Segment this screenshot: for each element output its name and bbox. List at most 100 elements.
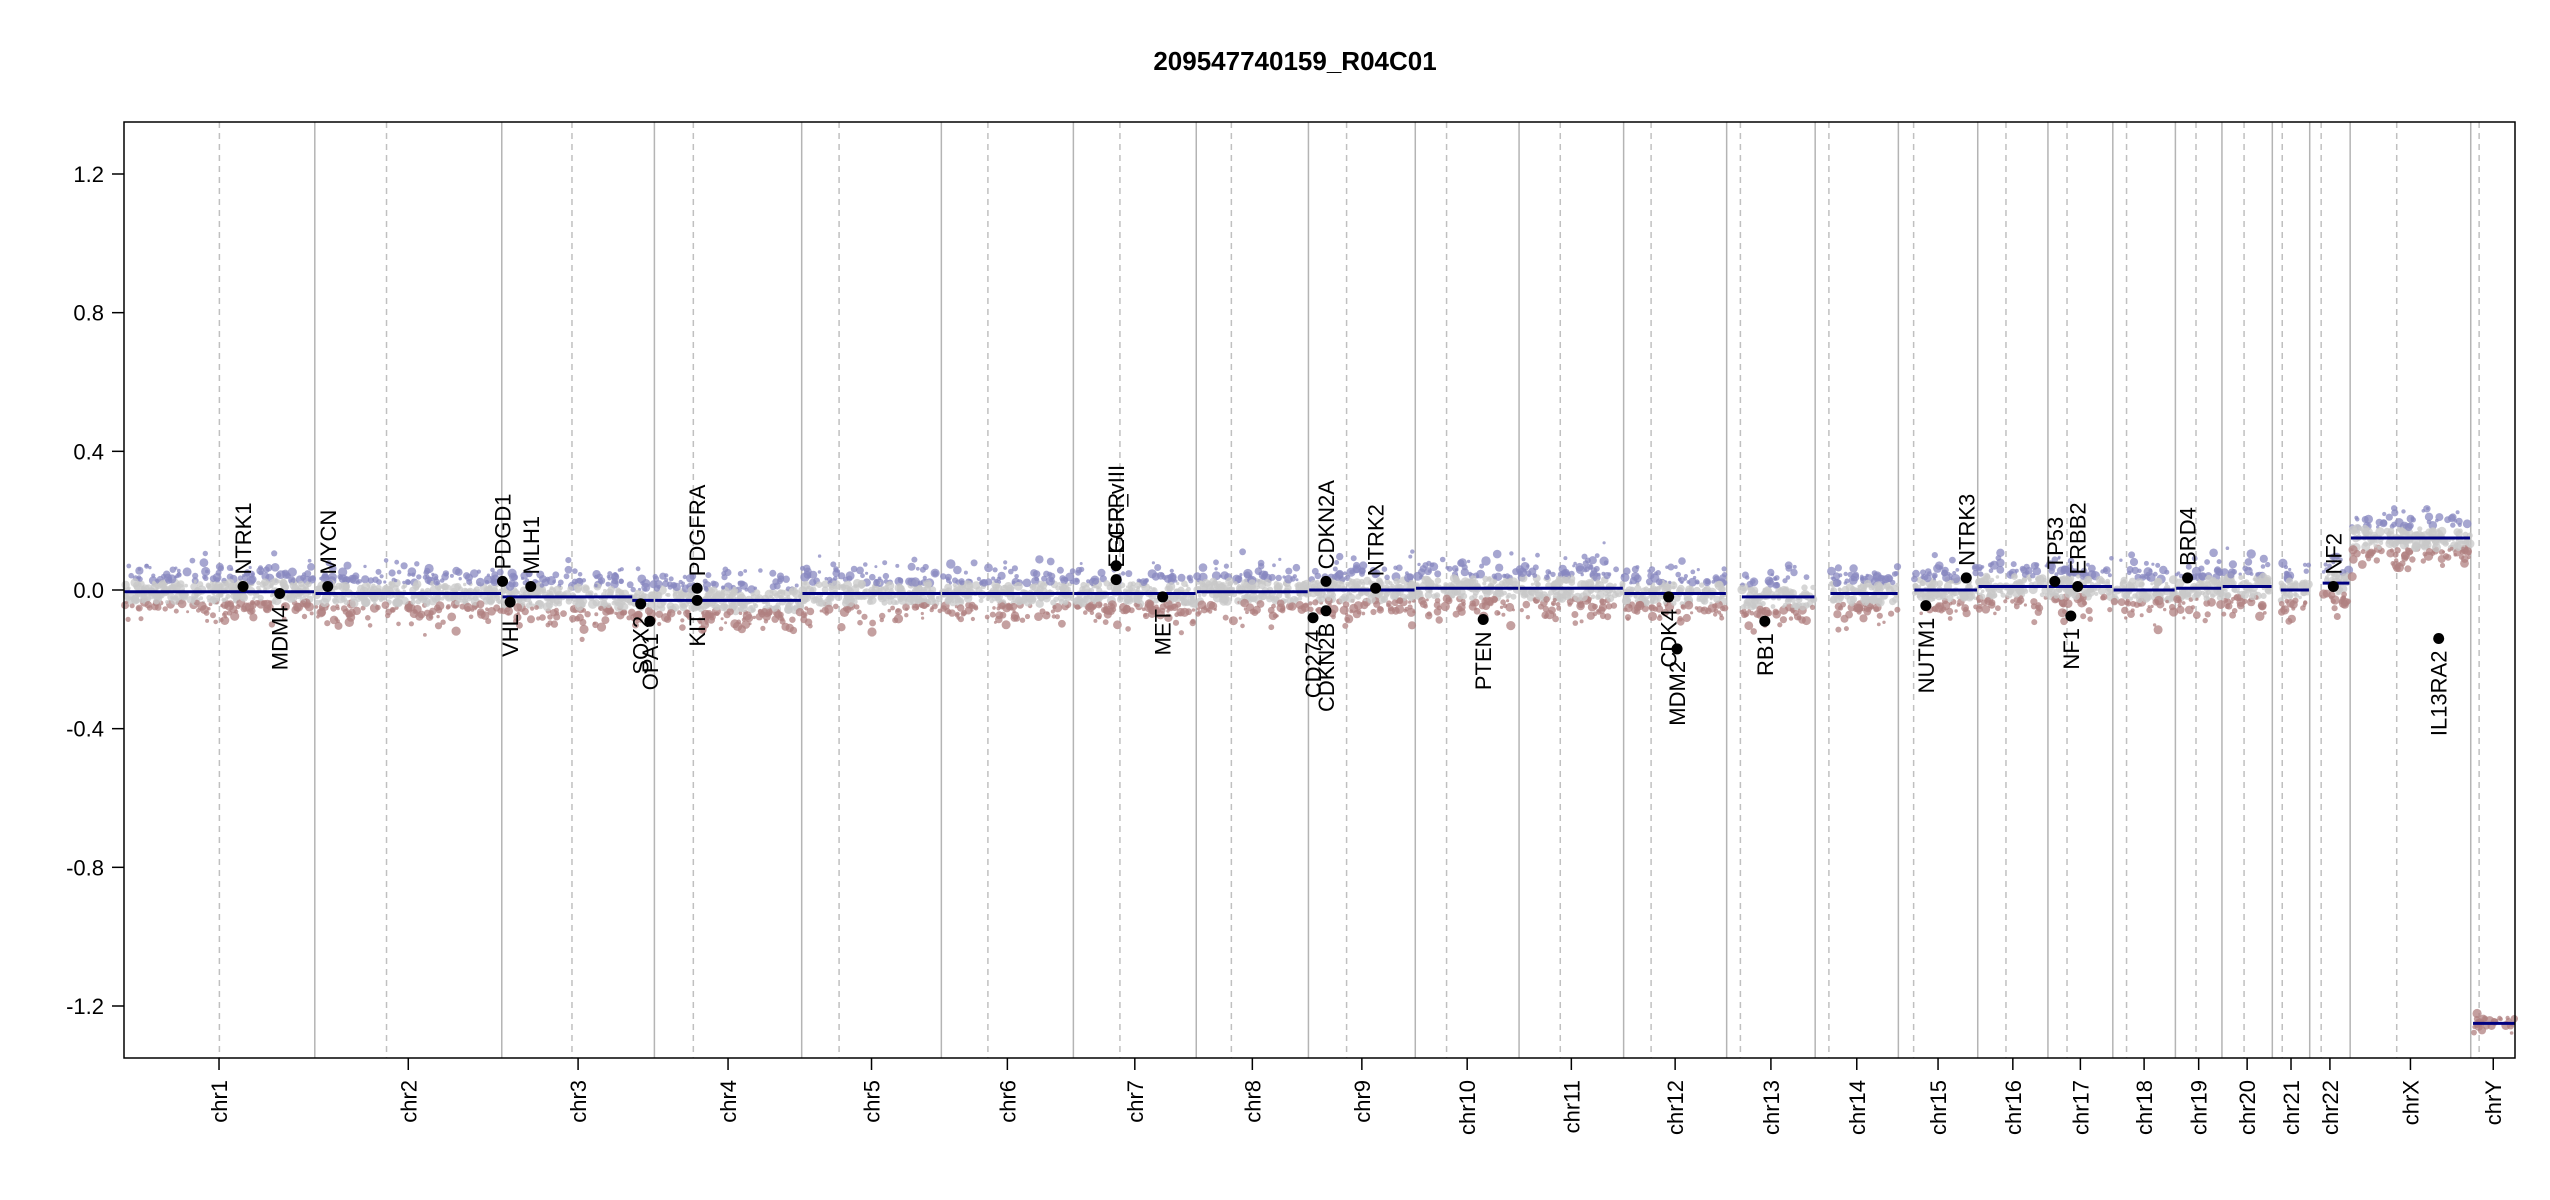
probe-point — [2218, 576, 2228, 586]
probe-point — [1103, 607, 1111, 615]
y-tick-label: 0.0 — [73, 578, 104, 603]
probe-point — [1606, 594, 1615, 603]
probe-point — [1827, 566, 1836, 576]
probe-point — [1172, 619, 1180, 626]
probe-point — [290, 582, 294, 586]
probe-point — [2107, 607, 2113, 613]
probe-point — [2123, 580, 2127, 584]
probe-point — [151, 581, 157, 587]
probe-point — [536, 616, 541, 621]
probe-point — [1788, 616, 1794, 621]
chromosome-label: chr4 — [716, 1080, 741, 1123]
probe-point — [1512, 608, 1515, 612]
probe-point — [2031, 619, 2038, 626]
probe-point — [1782, 578, 1788, 584]
probe-point — [1201, 585, 1208, 592]
probe-point — [1285, 594, 1289, 599]
probe-point — [741, 617, 746, 622]
probe-point — [1888, 610, 1895, 617]
probe-point — [521, 607, 529, 616]
probe-point — [1760, 600, 1766, 607]
probe-point — [195, 586, 200, 592]
chromosome-label: chr2 — [396, 1080, 421, 1123]
probe-point — [904, 613, 909, 618]
probe-point — [144, 563, 149, 568]
gene-label: EGFR_vIII — [1104, 465, 1129, 568]
probe-point — [738, 606, 744, 612]
probe-point — [1683, 577, 1687, 581]
probe-point — [1469, 595, 1475, 601]
probe-point — [549, 586, 554, 591]
probe-point — [1381, 566, 1388, 572]
probe-point — [1688, 585, 1693, 590]
probe-point — [1272, 613, 1278, 619]
probe-point — [841, 600, 849, 607]
probe-point — [1604, 613, 1612, 621]
probe-point — [907, 562, 916, 571]
probe-point — [1046, 557, 1055, 566]
probe-point — [369, 603, 380, 613]
probe-point — [1877, 574, 1885, 582]
probe-point — [1297, 596, 1303, 601]
probe-point — [1004, 582, 1013, 591]
probe-point — [1584, 566, 1590, 572]
probe-point — [1863, 607, 1872, 616]
probe-point — [616, 611, 625, 620]
probe-point — [1979, 593, 1986, 600]
probe-point — [1415, 590, 1421, 596]
probe-point — [1280, 605, 1286, 612]
probe-point — [738, 611, 743, 615]
probe-point — [920, 602, 928, 609]
chromosome-label: chr14 — [1845, 1080, 1870, 1135]
probe-point — [1543, 596, 1550, 603]
probe-point — [385, 608, 393, 616]
probe-point — [1654, 571, 1658, 576]
probe-point — [1772, 608, 1779, 616]
probe-point — [237, 575, 243, 581]
probe-point — [1237, 575, 1243, 581]
probe-point — [1048, 589, 1052, 593]
probe-point — [831, 580, 841, 590]
probe-point — [1722, 572, 1728, 578]
probe-point — [2304, 580, 2313, 589]
probe-point — [856, 609, 862, 615]
probe-point — [602, 608, 610, 616]
probe-point — [1308, 606, 1314, 613]
probe-point — [703, 616, 709, 623]
probe-point — [181, 594, 188, 601]
probe-point — [1228, 616, 1238, 626]
probe-point — [1332, 566, 1338, 572]
probe-point — [2102, 566, 2111, 575]
probe-point — [2437, 526, 2447, 536]
probe-point — [226, 573, 234, 581]
probe-point — [381, 601, 390, 609]
probe-point — [1041, 575, 1048, 582]
probe-point — [1635, 565, 1640, 570]
probe-point — [594, 612, 599, 617]
probe-point — [1661, 608, 1669, 617]
probe-point — [1920, 569, 1926, 576]
probe-point — [867, 627, 877, 637]
probe-point — [2509, 1031, 2514, 1035]
probe-point — [1506, 592, 1512, 598]
probe-point — [1744, 621, 1754, 631]
probe-point — [207, 598, 212, 603]
probe-point — [151, 602, 159, 611]
probe-point — [1292, 563, 1301, 572]
gene-label: VHL — [498, 614, 523, 657]
probe-point — [653, 585, 661, 592]
probe-point — [144, 601, 152, 609]
probe-point — [679, 624, 686, 631]
probe-point — [1122, 608, 1129, 615]
probe-point — [475, 577, 485, 587]
probe-point — [2022, 587, 2028, 593]
probe-point — [261, 572, 270, 581]
probe-point — [930, 568, 940, 578]
probe-point — [2151, 562, 2155, 566]
probe-point — [953, 585, 961, 593]
probe-point — [221, 597, 226, 603]
probe-point — [226, 564, 233, 572]
probe-point — [1272, 563, 1276, 568]
probe-point — [1447, 582, 1453, 588]
probe-point — [450, 583, 460, 593]
